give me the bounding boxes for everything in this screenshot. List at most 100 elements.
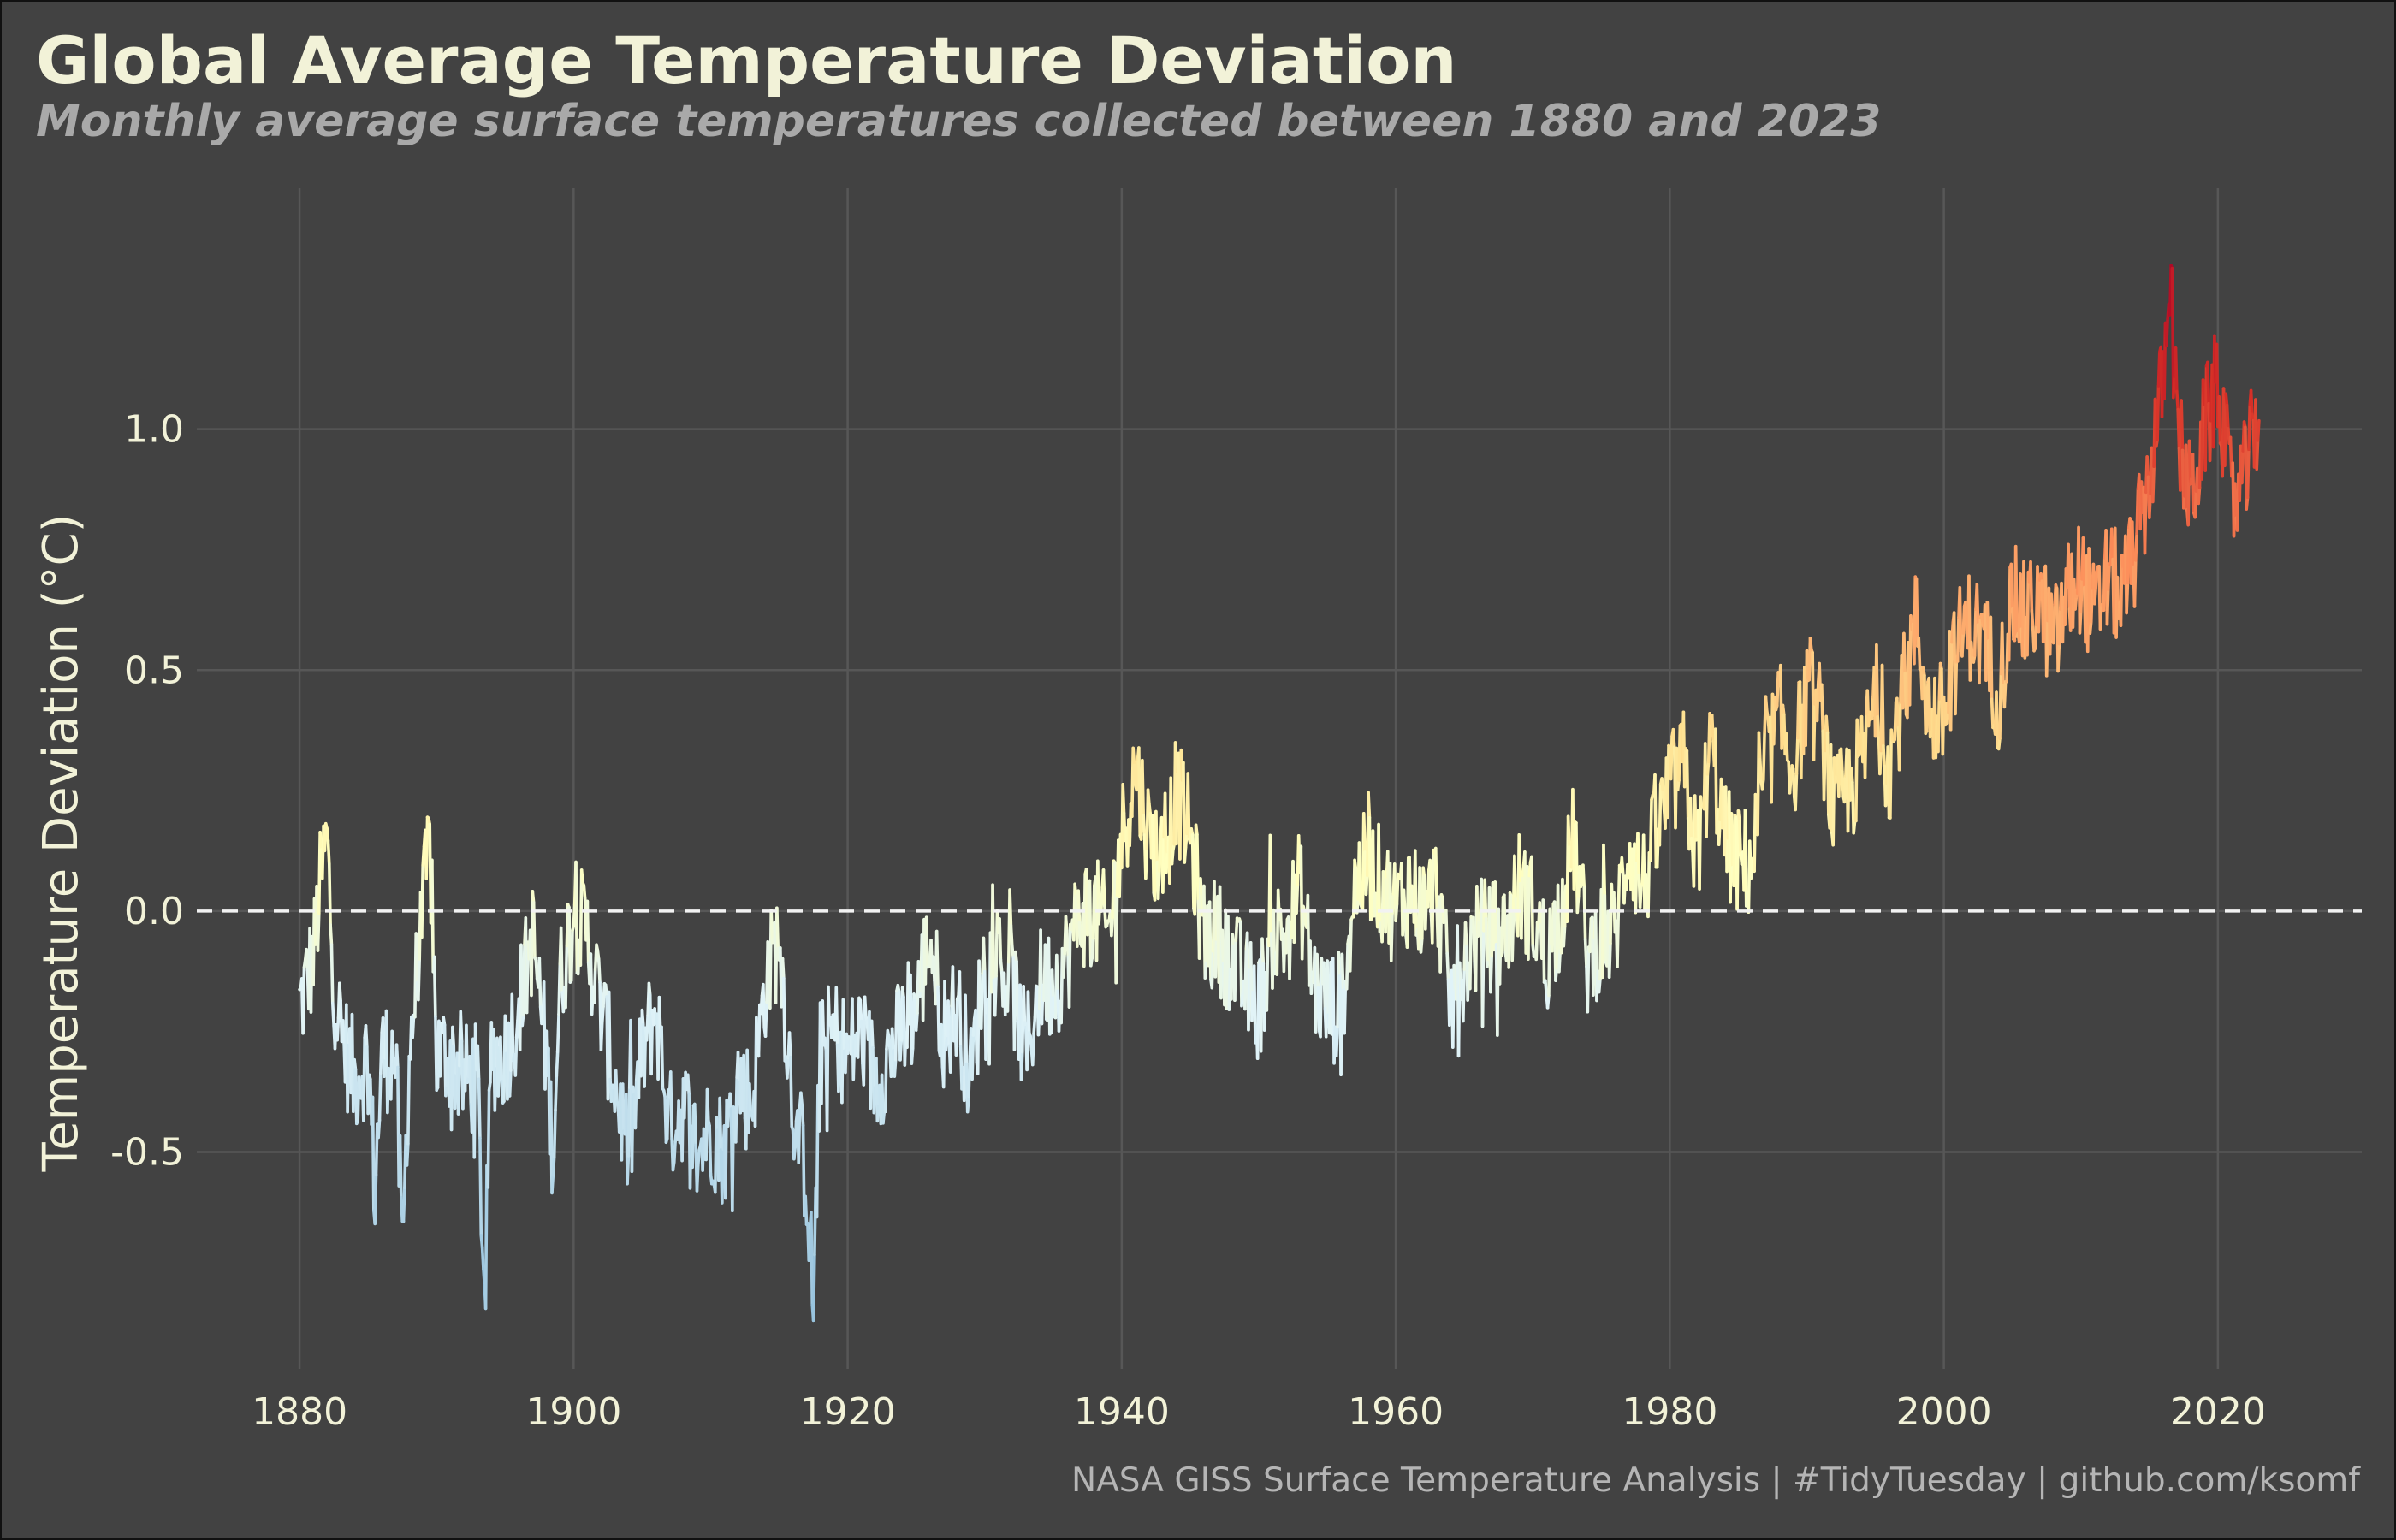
series-segment — [1882, 743, 1887, 768]
series-segment — [1190, 833, 1195, 910]
series-segment — [1361, 811, 1367, 854]
series-segment — [811, 1253, 816, 1323]
series-segment — [1247, 965, 1252, 1032]
series-segment — [823, 1036, 828, 1052]
series-segment — [1669, 734, 1674, 781]
series-segment — [1008, 888, 1013, 927]
series-segment — [476, 1044, 481, 1081]
series-segment — [1131, 746, 1136, 767]
series-segment — [1243, 947, 1248, 1011]
x-tick-label: 1900 — [525, 1390, 621, 1434]
series-segment — [1103, 904, 1107, 929]
series-segment — [2033, 623, 2038, 650]
series-segment — [1788, 778, 1793, 795]
series-segment — [1434, 846, 1438, 910]
series-segment — [1135, 757, 1140, 792]
series-segment — [430, 858, 436, 974]
series-segment — [2044, 619, 2049, 678]
series-segment — [607, 990, 612, 1081]
series-segment — [1151, 814, 1156, 895]
series-segment — [1829, 743, 1834, 835]
series-segment — [503, 1014, 508, 1056]
series-segment — [1849, 767, 1854, 785]
x-tick-label: 1980 — [1622, 1390, 1717, 1434]
series-segment — [1062, 952, 1066, 979]
series-segment — [1575, 895, 1581, 915]
series-segment — [1514, 897, 1519, 920]
series-segment — [1842, 774, 1847, 804]
series-segment — [1144, 847, 1149, 880]
series-segment — [1520, 874, 1525, 940]
series-segment — [1960, 631, 1966, 658]
series-segment — [1389, 911, 1394, 962]
series-segment — [668, 1070, 673, 1140]
series-segment — [640, 1008, 645, 1027]
series-segment — [715, 1116, 720, 1132]
series-segment — [479, 1234, 484, 1249]
series-segment — [2120, 554, 2125, 572]
series-segment — [1483, 878, 1488, 921]
series-segment — [353, 1057, 358, 1071]
series-segment — [1653, 773, 1658, 869]
series-segment — [971, 1016, 976, 1037]
series-segment — [958, 970, 963, 1049]
series-segment — [2182, 495, 2186, 510]
series-segment — [786, 1056, 791, 1080]
series-segment — [1554, 967, 1559, 982]
series-segment — [2245, 447, 2251, 500]
series-segment — [718, 1096, 723, 1152]
series-segment — [1825, 731, 1830, 816]
series-segment — [887, 1034, 892, 1051]
series-segment — [1544, 979, 1549, 998]
series-segment — [1837, 749, 1841, 798]
series-segment — [2007, 566, 2012, 662]
series-segment — [1010, 944, 1015, 959]
series-segment — [1710, 713, 1715, 743]
series-segment — [1326, 959, 1331, 1016]
series-segment — [807, 1225, 812, 1263]
series-segment — [2132, 559, 2138, 608]
series-segment — [1791, 767, 1796, 799]
series-segment — [856, 996, 861, 1059]
series-segment — [1315, 952, 1320, 990]
series-segment — [2256, 418, 2261, 442]
series-segment — [1036, 1006, 1041, 1037]
series-segment — [2025, 570, 2031, 657]
series-segment — [468, 1055, 473, 1106]
series-segment — [1322, 961, 1327, 1010]
x-tick-label: 2020 — [2170, 1390, 2266, 1434]
series-segment — [1895, 696, 1901, 730]
series-segment — [330, 1001, 335, 1028]
series-segment — [858, 998, 863, 1023]
series-segment — [406, 1054, 411, 1146]
series-segment — [1026, 990, 1031, 1034]
series-segment — [1500, 895, 1505, 957]
series-segment — [1210, 949, 1215, 990]
series-segment — [1757, 731, 1762, 761]
series-segment — [1889, 728, 1895, 742]
series-segment — [1948, 640, 1954, 732]
series-segment — [1030, 1031, 1035, 1067]
series-segment — [834, 986, 839, 1047]
y-tick-label: -0.5 — [110, 1131, 184, 1175]
series-segment — [394, 1043, 400, 1069]
series-segment — [1100, 886, 1104, 913]
series-segment — [2030, 609, 2035, 630]
series-segment — [2245, 495, 2250, 511]
series-segment — [1688, 796, 1693, 840]
series-segment — [1545, 993, 1551, 1010]
series-segment — [2184, 443, 2189, 512]
series-segment — [1231, 933, 1236, 948]
series-segment — [2133, 531, 2138, 562]
series-segment — [1220, 928, 1225, 965]
series-segment — [1989, 615, 1994, 702]
series-segment — [2049, 592, 2055, 643]
series-segment — [1870, 695, 1875, 720]
series-segment — [1698, 795, 1703, 891]
series-segment — [1603, 894, 1608, 964]
series-segment — [1438, 893, 1444, 974]
series-segment — [691, 1104, 696, 1170]
series-segment — [453, 1071, 458, 1111]
series-segment — [478, 1136, 483, 1237]
